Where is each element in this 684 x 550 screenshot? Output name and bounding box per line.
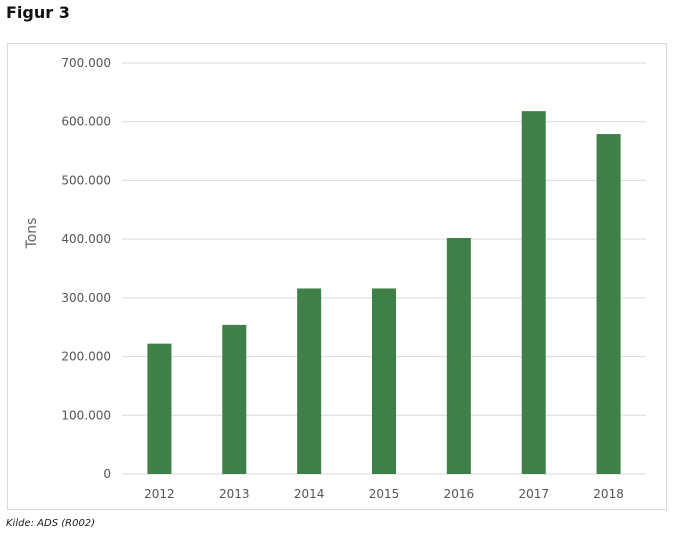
- figure-title: Figur 3: [6, 3, 70, 22]
- y-tick-label: 0: [103, 467, 111, 481]
- bar-2018: [596, 134, 621, 474]
- x-axis-ticks: 2012 2013 2014 2015 2016 2017 2018: [144, 487, 624, 501]
- bar-2016: [446, 237, 471, 474]
- y-tick-label: 300.000: [61, 291, 111, 305]
- bar-2012: [147, 343, 172, 474]
- y-tick-label: 500.000: [61, 173, 111, 187]
- y-tick-label: 400.000: [61, 232, 111, 246]
- x-tick-label: 2017: [518, 487, 549, 501]
- y-axis-label: Tons: [24, 218, 40, 250]
- chart-frame: [7, 43, 667, 510]
- bar-2014: [297, 288, 322, 474]
- x-tick-label: 2012: [144, 487, 175, 501]
- bar-2013: [222, 324, 247, 474]
- y-tick-label: 100.000: [61, 408, 111, 422]
- x-tick-label: 2016: [444, 487, 475, 501]
- bar-2017: [521, 111, 546, 474]
- bars: [147, 111, 621, 474]
- bar-2015: [372, 288, 396, 474]
- x-tick-label: 2018: [593, 487, 624, 501]
- y-tick-label: 200.000: [61, 350, 111, 364]
- x-tick-label: 2013: [219, 487, 250, 501]
- y-tick-label: 700.000: [61, 56, 111, 70]
- x-tick-label: 2014: [294, 487, 325, 501]
- y-axis-ticks: 0 100.000 200.000 300.000 400.000 500.000 600.…: [61, 56, 111, 481]
- x-tick-label: 2015: [369, 487, 400, 501]
- y-tick-label: 600.000: [61, 115, 111, 129]
- source-note: Kilde: ADS (R002): [6, 518, 96, 529]
